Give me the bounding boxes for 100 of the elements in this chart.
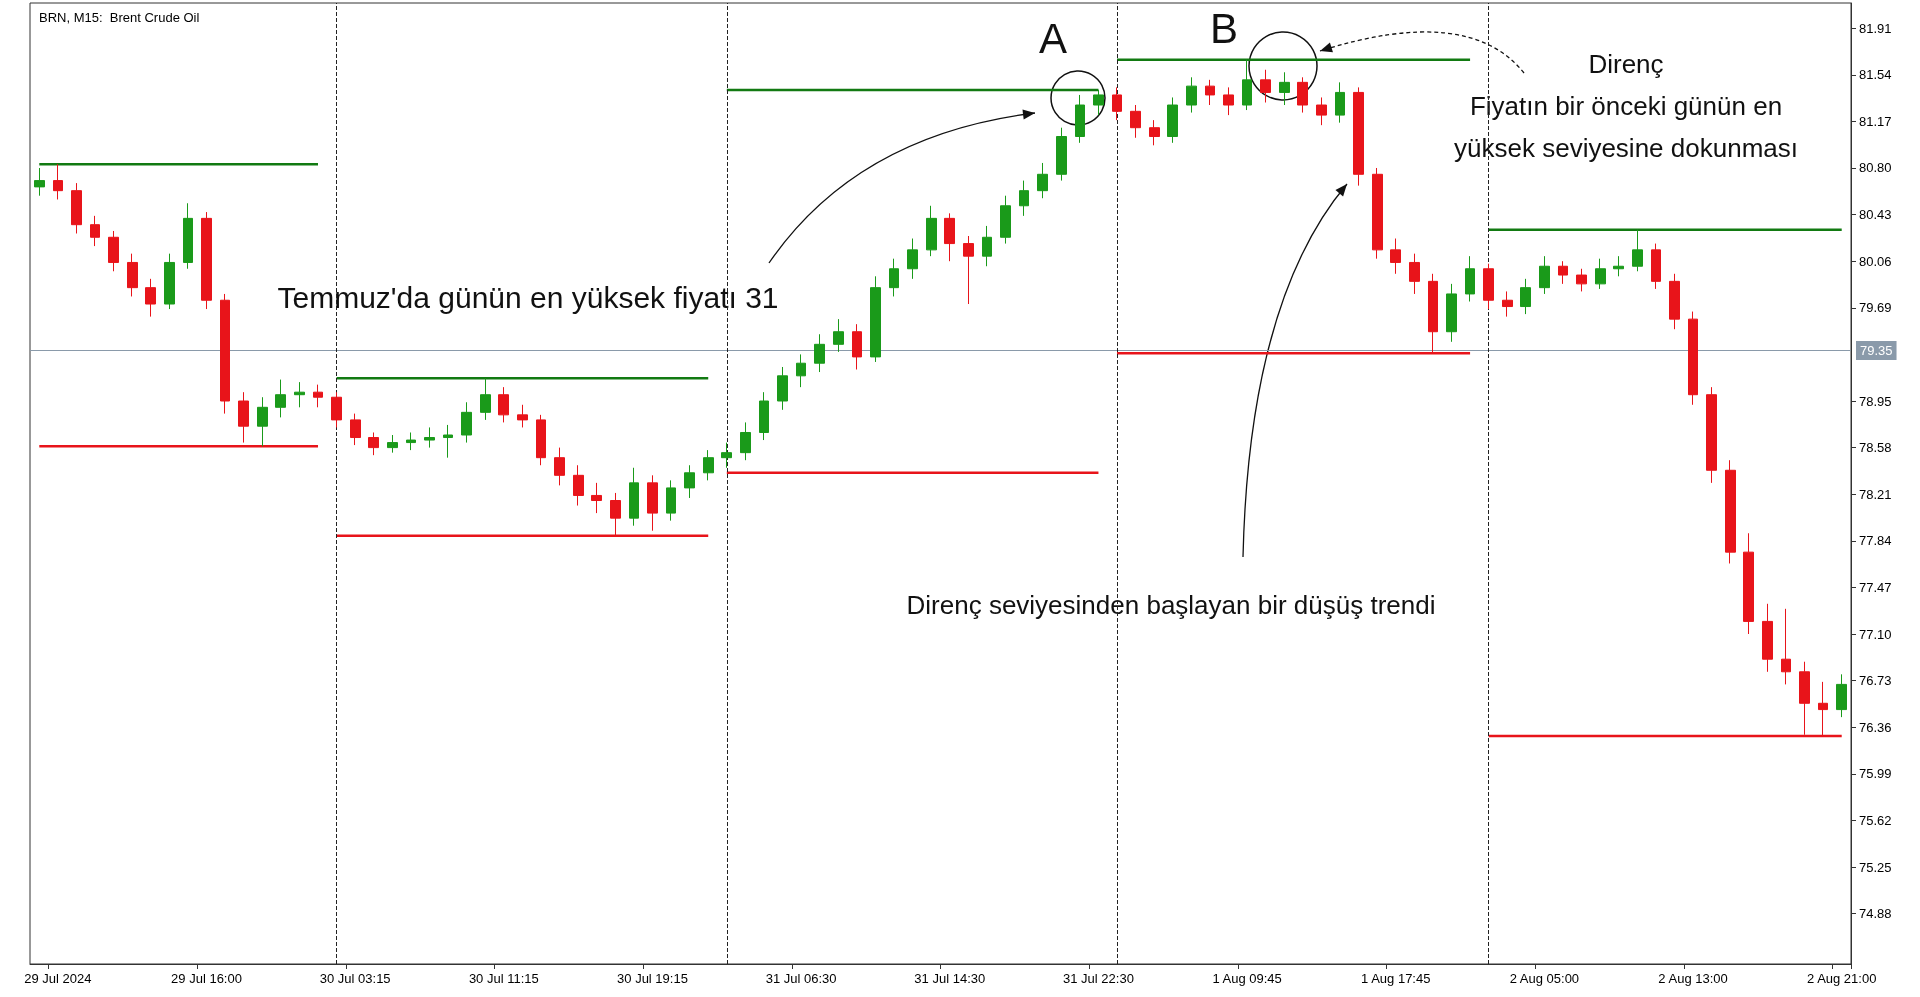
- candlestick: [368, 431, 379, 456]
- candlestick: [350, 413, 361, 446]
- candlestick: [1409, 253, 1420, 295]
- y-tick-label: 77.10: [1859, 626, 1892, 642]
- candlestick: [796, 353, 806, 388]
- candlestick: [1205, 79, 1215, 106]
- candlestick: [294, 381, 305, 408]
- candlestick: [1558, 260, 1568, 285]
- candlestick: [1743, 532, 1754, 635]
- candlestick: [275, 379, 286, 418]
- x-tick-label: 30 Jul 03:15: [319, 971, 391, 986]
- candlestick: [331, 391, 342, 428]
- candlestick: [889, 258, 899, 297]
- y-tick-label: 80.80: [1859, 160, 1892, 176]
- candlestick: [852, 323, 862, 371]
- candlestick: [944, 212, 955, 262]
- candlestick: [424, 426, 435, 449]
- y-tick-label: 74.88: [1859, 906, 1892, 922]
- candlestick: [1781, 608, 1791, 685]
- y-tick-label: 78.58: [1859, 440, 1892, 456]
- candlestick: [90, 215, 100, 247]
- candlestick: [666, 479, 676, 522]
- candlestick: [536, 414, 546, 466]
- annotation: Fiyatın bir önceki günün en: [1469, 91, 1783, 121]
- candlestick: [926, 205, 937, 257]
- x-tick-label: 2 Aug 21:00: [1807, 971, 1877, 986]
- candlestick: [387, 434, 398, 454]
- candlestick: [1186, 76, 1197, 114]
- candlestick: [907, 238, 918, 280]
- candlestick: [1632, 229, 1643, 272]
- y-tick-label: 75.62: [1859, 812, 1892, 828]
- candlestick: [53, 163, 63, 200]
- y-tick-label: 75.25: [1859, 859, 1892, 875]
- candlestick: [1223, 86, 1234, 116]
- y-tick-label: 78.95: [1859, 393, 1892, 409]
- annotation: yüksek seviyesine dokunması: [1454, 133, 1798, 163]
- candlestick: [1093, 89, 1104, 116]
- y-tick-label: 76.73: [1859, 673, 1892, 689]
- candlestick: [1000, 195, 1011, 245]
- candlestick: [740, 421, 751, 461]
- candlestick: [629, 467, 639, 527]
- x-tick-label: 31 Jul 14:30: [914, 971, 986, 986]
- candlestick: [777, 366, 788, 411]
- candlestick: [108, 230, 119, 272]
- x-tick-label: 31 Jul 06:30: [765, 971, 837, 986]
- y-tick-label: 77.47: [1859, 579, 1892, 595]
- candlestick: [963, 235, 974, 305]
- y-tick-label: 81.91: [1859, 20, 1892, 36]
- text: BRN, M15: Brent Crude Oil: [39, 10, 200, 25]
- candlestick: [498, 386, 509, 423]
- candlestick: [1576, 268, 1587, 292]
- x-tick-label: 29 Jul 16:00: [171, 971, 242, 986]
- candlestick: [1595, 258, 1606, 290]
- candlestick: [703, 449, 714, 481]
- annotation: A: [1038, 14, 1068, 62]
- y-tick-label: 80.06: [1859, 253, 1892, 269]
- y-tick-label: 75.99: [1859, 766, 1892, 782]
- candlestick: [1706, 386, 1717, 484]
- candlestick: [1242, 59, 1252, 111]
- candlestick: [220, 293, 230, 415]
- candlestick: [480, 377, 491, 421]
- candlestick: [647, 474, 658, 532]
- candlestick: [1502, 290, 1513, 318]
- x-tick-label: 30 Jul 11:15: [468, 971, 539, 986]
- candlestick: [759, 391, 769, 441]
- candlestick: [554, 447, 565, 486]
- candlestick: [1836, 673, 1847, 718]
- candlestick: [814, 333, 825, 373]
- candlestick: [1390, 238, 1401, 275]
- candlestick: [1037, 162, 1048, 199]
- y-tick-label: 79.69: [1859, 300, 1892, 316]
- candlestick: [1725, 459, 1736, 564]
- y-tick-label: 76.36: [1859, 719, 1892, 735]
- candlestick: [1149, 119, 1160, 146]
- candlestick: [1613, 255, 1624, 277]
- candlestick: [1669, 273, 1680, 330]
- candlestick: [257, 396, 268, 447]
- candlestick: [1279, 71, 1290, 106]
- y-tick-label: 81.17: [1859, 113, 1892, 129]
- annotation: Direnç seviyesinden başlayan bir düşüş trendi: [906, 590, 1436, 620]
- candlestick: [34, 167, 45, 197]
- candlestick: [1167, 96, 1178, 144]
- x-tick-label: 31 Jul 22:30: [1063, 971, 1134, 986]
- candlestick: [684, 464, 695, 499]
- x-tick-label: 1 Aug 09:45: [1212, 971, 1282, 986]
- candlestick: [1651, 243, 1661, 290]
- y-tick-label: 81.54: [1859, 67, 1892, 83]
- annotation: Temmuz'da günün en yüksek fiyatı 31: [277, 280, 779, 314]
- candlestick: [1688, 311, 1698, 406]
- candlestick: [127, 253, 138, 297]
- candlestick: [1130, 104, 1141, 139]
- y-tick-label: 78.21: [1859, 486, 1892, 502]
- candlestick: [461, 401, 472, 444]
- candlestick: [1762, 603, 1773, 673]
- candlestick: [1465, 255, 1475, 302]
- candlestick: [982, 225, 992, 267]
- y-tick-label: 80.43: [1859, 207, 1892, 223]
- candlestick: [1019, 180, 1029, 217]
- candlestick: [870, 275, 881, 363]
- candlestick: [573, 464, 584, 507]
